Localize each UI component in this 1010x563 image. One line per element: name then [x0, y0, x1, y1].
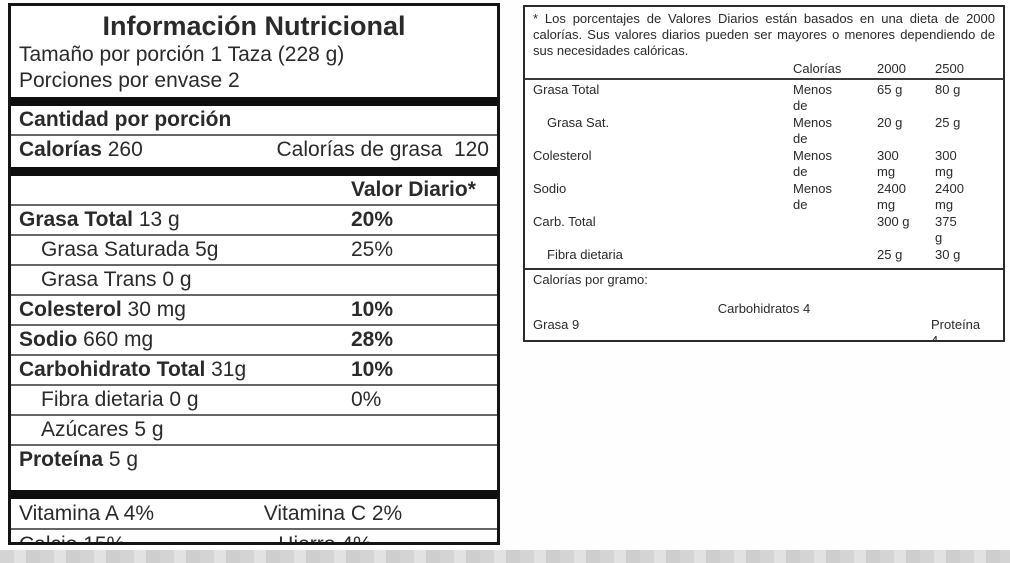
nutrient-row-proteina: Proteína 5 g [11, 444, 497, 474]
nutrient-row-grasa-total: Grasa Total 13 g 20% [11, 204, 497, 234]
daily-value-percent: 10% [351, 298, 394, 321]
vitamins-row-1: Vitamina A 4% Vitamina C 2% [11, 499, 497, 528]
label-title: Información Nutricional [102, 11, 406, 41]
amount-per-serving-header: Cantidad por porción [19, 108, 232, 131]
footnote-panel: * Los porcentajes de Valores Diarios est… [523, 5, 1005, 342]
footnote-row-carb-total: Carb. Total 300 g 375 g [533, 214, 957, 245]
calories-per-gram-values: Carbohidratos 4 Grasa 9 Proteína 4 [525, 288, 1003, 342]
header-separator-line [525, 78, 1003, 80]
servings-per-container-text: Porciones por envase 2 [19, 69, 240, 92]
protein-per-gram: Proteína 4 [931, 317, 981, 342]
per-gram-separator-line [525, 268, 1003, 270]
daily-value-percent: 20% [351, 208, 394, 231]
nutrient-row-azucares: Azúcares 5 g [11, 414, 497, 444]
daily-value-percent [351, 266, 489, 294]
vitamin-a-value: Vitamina A 4% [19, 502, 155, 525]
daily-value-percent [351, 446, 489, 474]
daily-value-header-row: Valor Diario* [11, 176, 497, 204]
calcium-value: Calcio 15% [19, 533, 126, 545]
daily-value-percent: 10% [351, 358, 394, 381]
nutrient-row-sodio: Sodio 660 mg 28% [11, 324, 497, 354]
serving-size-text: Tamaño por porción 1 Taza (228 g) [19, 43, 345, 66]
nutrient-row-carbohidrato-total: Carbohidrato Total 31g 10% [11, 354, 497, 384]
footnote-row-colesterol: Colesterol Menos de 300 mg 300 mg [533, 148, 957, 179]
footnote-row-fibra-dietaria: Fibra dietaria 25 g 30 g [547, 247, 961, 262]
carbs-per-gram: Carbohidratos 4 [717, 301, 811, 316]
daily-value-percent [351, 416, 489, 444]
vitamins-row-2: Calcio 15% Hierro 4% [11, 528, 497, 545]
nutrition-label-panel: Información Nutricional Tamaño por porci… [8, 3, 500, 545]
calories-row: Calorías 260 Calorías de grasa 120 [11, 134, 497, 164]
iron-value: Hierro 4% [278, 533, 372, 545]
daily-values-footnote-text: * Los porcentajes de Valores Diarios est… [533, 11, 995, 58]
calories-from-fat-value: Calorías de grasa 120 [276, 138, 489, 161]
footnote-header-row: Calorías 2000 2500 [525, 59, 1003, 77]
col-header-2000: 2000 [877, 61, 906, 76]
nutrient-row-fibra-dietaria: Fibra dietaria 0 g 0% [11, 384, 497, 414]
daily-value-percent: 25% [351, 238, 394, 261]
daily-value-header: Valor Diario* [351, 178, 476, 201]
vitamin-c-value: Vitamina C 2% [263, 502, 403, 525]
col-header-2500: 2500 [935, 61, 964, 76]
nutrient-row-colesterol: Colesterol 30 mg 10% [11, 294, 497, 324]
background-noise-strip [0, 550, 1010, 563]
daily-value-percent: 0% [351, 388, 382, 411]
footnote-row-sodio: Sodio Menos de 2400 mg 2400 mg [533, 181, 964, 212]
footnote-row-grasa-sat: Grasa Sat. Menos de 20 g 25 g [547, 115, 961, 146]
separator-thick-bar [11, 167, 497, 176]
separator-thick-bar [11, 490, 497, 499]
nutrient-row-grasa-saturada: Grasa Saturada 5g 25% [11, 234, 497, 264]
separator-thick-bar [11, 97, 497, 106]
daily-value-percent: 28% [351, 328, 394, 351]
nutrient-row-grasa-trans: Grasa Trans 0 g [11, 264, 497, 294]
calories-value: Calorías 260 [19, 138, 143, 161]
calories-per-gram-heading: Calorías por gramo: [533, 272, 648, 287]
col-header-calorias: Calorías [793, 61, 842, 76]
fat-per-gram: Grasa 9 [533, 317, 580, 332]
footnote-row-grasa-total: Grasa Total Menos de 65 g 80 g [533, 82, 961, 113]
